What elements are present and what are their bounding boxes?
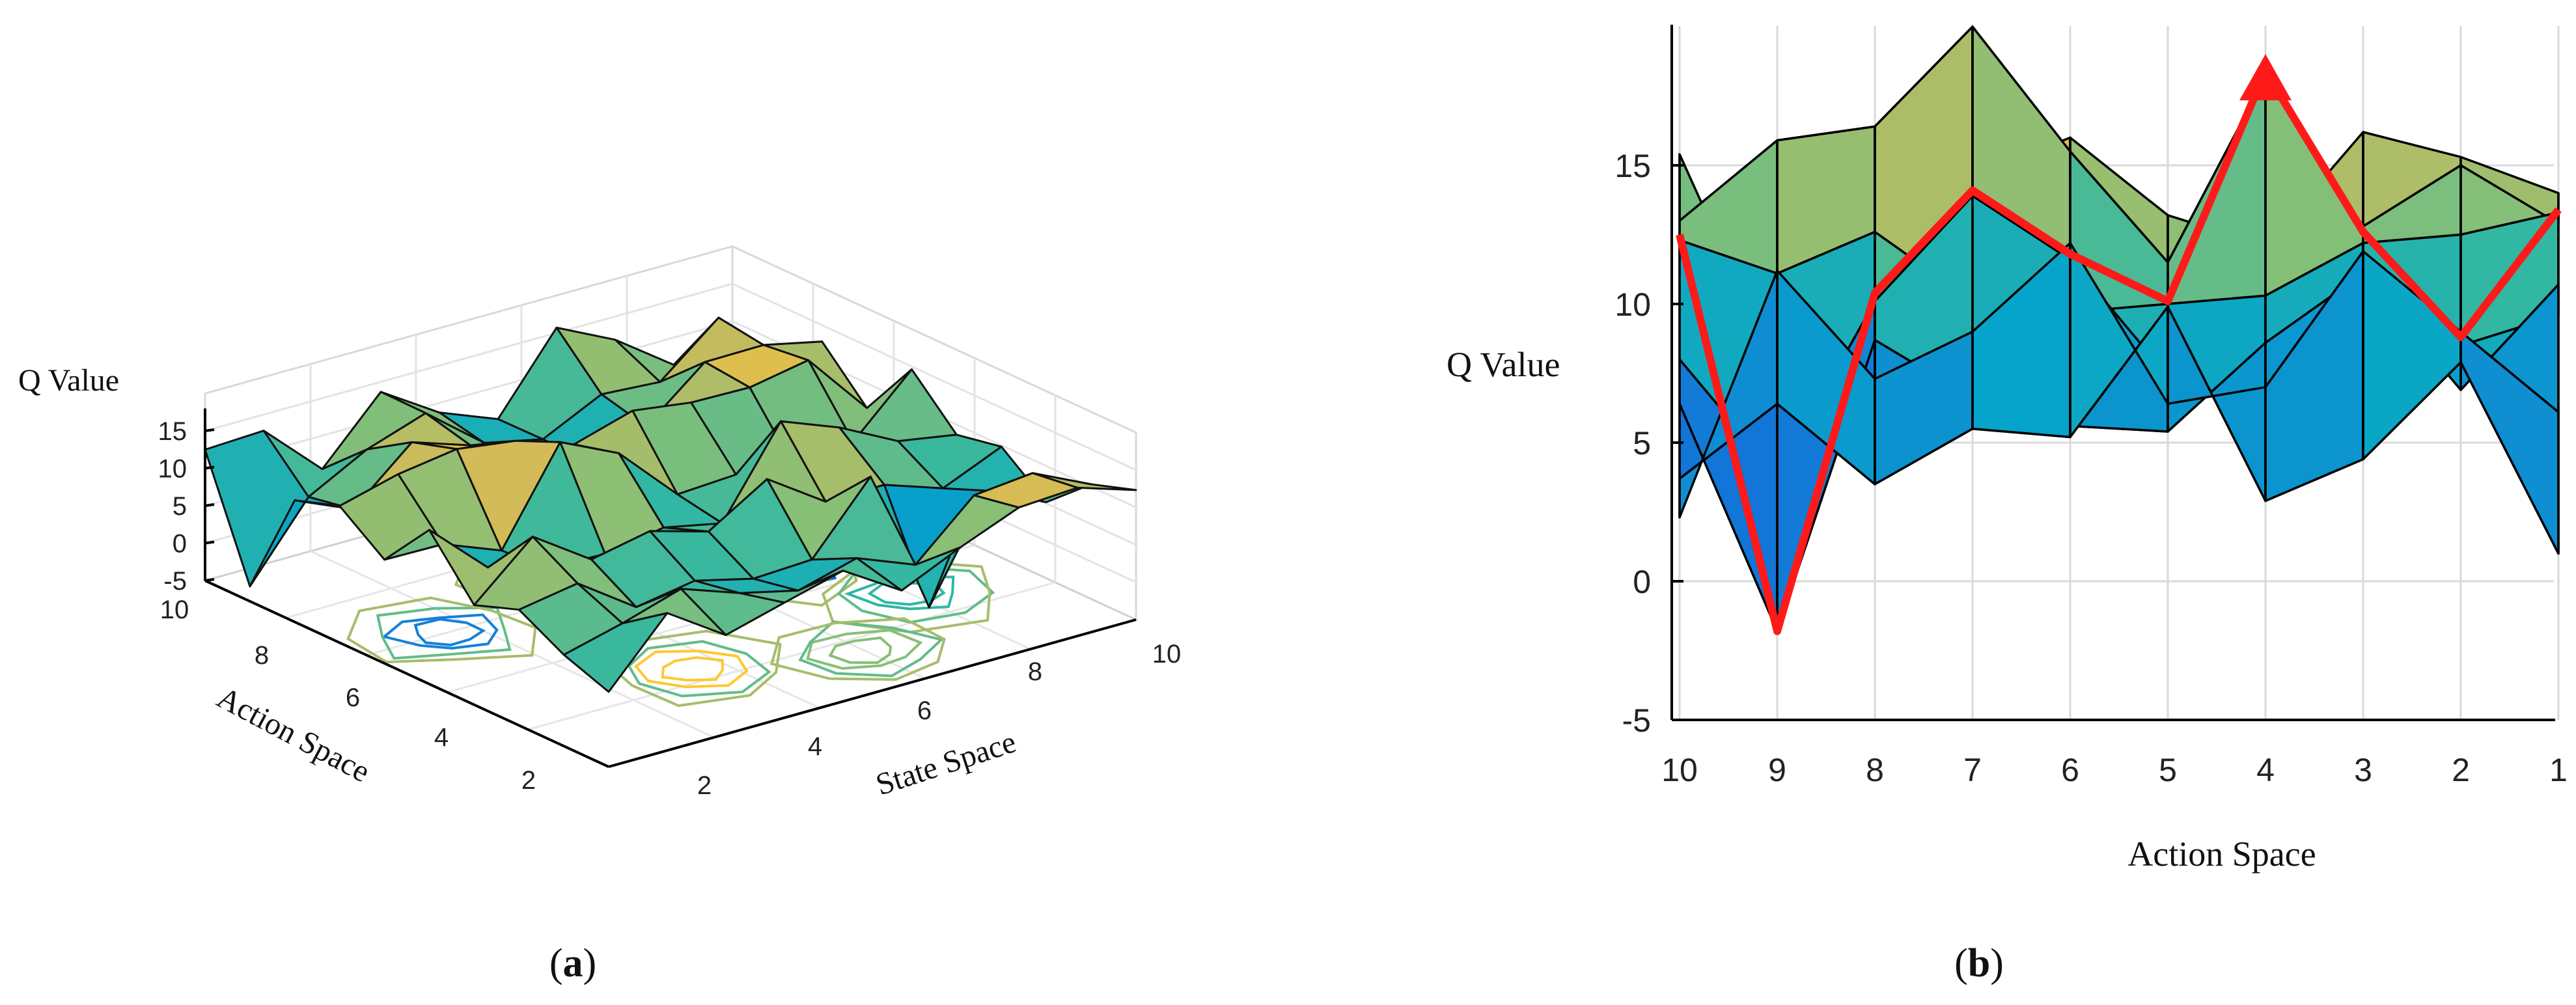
b-y-tick: 5 <box>1633 425 1651 461</box>
a-contour-line <box>769 617 946 681</box>
a-contour-line <box>798 620 945 678</box>
a-contour-line <box>661 656 724 682</box>
a-x-tick: 8 <box>255 641 269 670</box>
a-z-axis-label: Q Value <box>18 363 119 398</box>
a-y-axis-line <box>608 618 1137 768</box>
b-y-tick: 10 <box>1614 286 1651 323</box>
a-x-axis-line <box>204 579 609 768</box>
a-contour-line <box>627 640 771 698</box>
a-floor-grid-line <box>310 550 715 739</box>
a-contour-line <box>346 596 537 664</box>
b-x-axis-label: Action Space <box>2127 834 2316 874</box>
a-contour-line <box>633 650 749 689</box>
b-x-tick: 7 <box>1963 752 1982 788</box>
b-x-tick: 10 <box>1661 752 1698 788</box>
a-z-tick: 15 <box>158 417 187 446</box>
a-contour-line <box>806 629 923 670</box>
b-y-tick: 15 <box>1614 148 1651 184</box>
a-contour-line <box>413 618 486 646</box>
a-z-tick-mark <box>204 503 215 507</box>
b-max-q-line <box>1676 67 2562 635</box>
a-caption-close: ) <box>583 941 597 985</box>
a-surface-patch <box>562 612 669 693</box>
panel-a-surface-chart: 15 10 5 0 -5 10 8 6 4 2 2 4 6 8 10 Q Val… <box>18 245 1182 985</box>
a-contour-line <box>376 606 512 660</box>
b-x-tick: 4 <box>2256 752 2275 788</box>
a-x-tick: 2 <box>521 766 536 795</box>
a-z-tick-mark <box>204 428 215 432</box>
b-x-tick: 6 <box>2061 752 2079 788</box>
b-max-q-arrowhead <box>2239 54 2292 101</box>
b-x-tick: 2 <box>2452 752 2470 788</box>
a-y-tick: 10 <box>1152 640 1182 668</box>
a-y-tick: 2 <box>697 771 712 800</box>
a-z-tick: 10 <box>158 455 187 484</box>
a-caption-letter: a <box>563 941 583 985</box>
b-x-tick: 5 <box>2159 752 2177 788</box>
b-caption-letter: b <box>1968 941 1990 985</box>
b-x-tick: 3 <box>2354 752 2372 788</box>
a-z-tick-mark <box>204 465 215 470</box>
panel-a-axes <box>204 408 1137 768</box>
a-contour-line <box>828 636 893 665</box>
b-x-tick: 9 <box>1768 752 1786 788</box>
b-caption: (b) <box>1954 941 2004 985</box>
panel-b-surface-mesh <box>1678 25 2560 633</box>
a-wall-grid-line <box>204 282 1137 471</box>
a-y-tick: 4 <box>808 732 822 761</box>
a-y-tick: 6 <box>917 696 932 725</box>
b-y-axis-label: Q Value <box>1447 345 1560 384</box>
a-z-tick-mark <box>204 540 215 545</box>
a-y-tick: 8 <box>1028 657 1042 686</box>
a-x-tick: 4 <box>434 723 449 752</box>
a-y-axis-label: State Space <box>872 724 1020 802</box>
panel-b-max-q-path <box>1676 54 2562 635</box>
b-y-tick: 0 <box>1633 564 1651 600</box>
a-z-tick: 5 <box>173 492 187 521</box>
a-contour-line <box>381 613 499 650</box>
panel-b-axes <box>1670 25 2555 721</box>
b-caption-open: ( <box>1954 941 1968 985</box>
a-z-tick: -5 <box>163 567 187 596</box>
b-x-tick: 8 <box>1866 752 1884 788</box>
a-caption: (a) <box>549 941 596 985</box>
a-z-tick: 0 <box>173 530 187 558</box>
panel-a-surface-mesh <box>204 316 1137 693</box>
a-floor-grid-line <box>527 581 1056 731</box>
panel-b-side-view-chart: 15 10 5 0 -5 10 9 8 7 6 5 4 3 2 1 Q Valu… <box>1447 25 2568 985</box>
b-y-tick: -5 <box>1622 702 1651 739</box>
a-z-tick-mark <box>204 578 215 582</box>
b-x-tick: 1 <box>2549 752 2568 788</box>
b-caption-close: ) <box>1990 941 2004 985</box>
a-caption-open: ( <box>549 941 563 985</box>
a-x-tick: 6 <box>346 683 360 712</box>
a-x-tick: 10 <box>160 596 189 624</box>
